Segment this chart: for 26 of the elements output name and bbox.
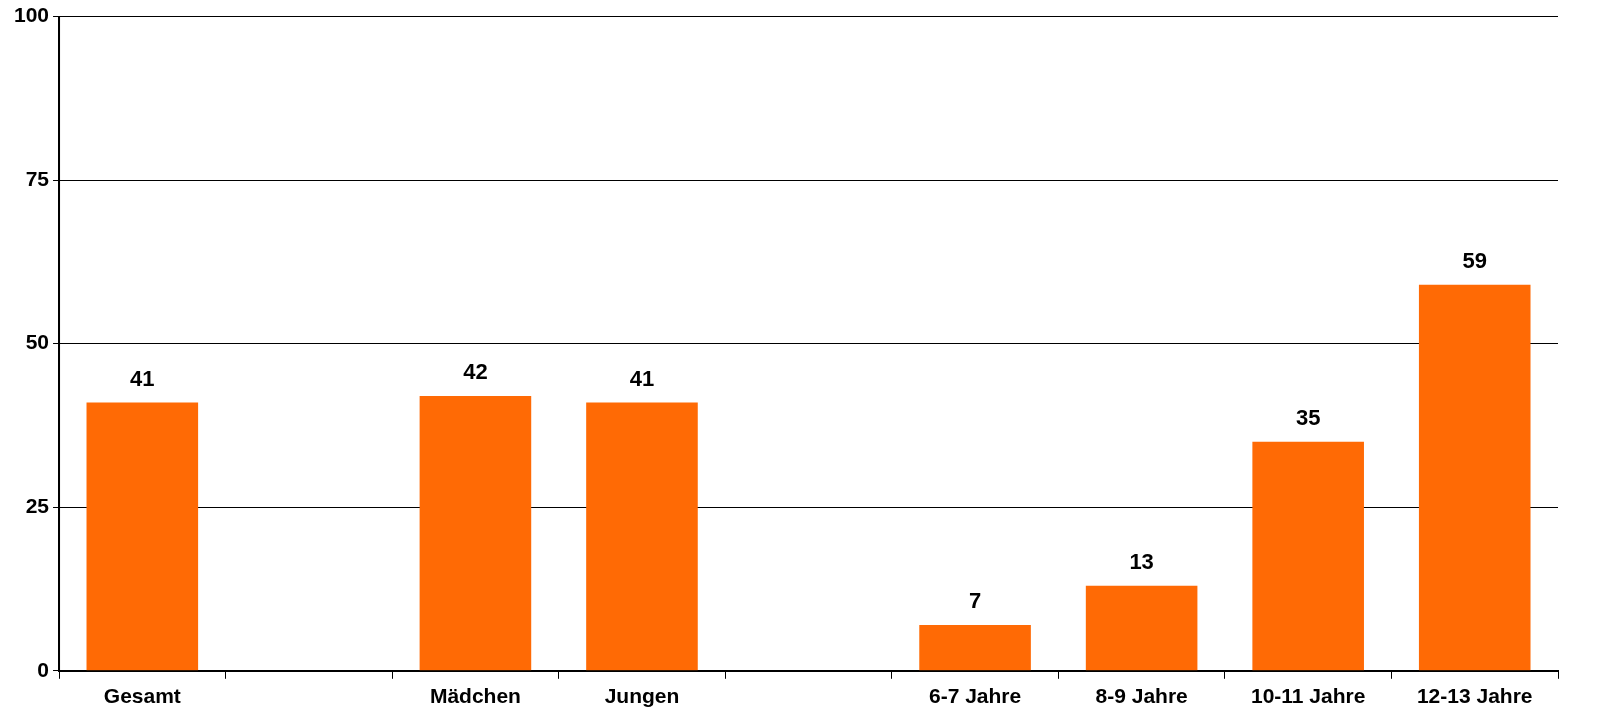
y-tick-label: 100 [13, 3, 50, 27]
x-tick-label: Gesamt [103, 684, 181, 708]
x-tick-label: Mädchen [429, 684, 521, 708]
bar [1252, 441, 1364, 671]
data-label: 42 [463, 359, 488, 385]
bar [86, 402, 199, 671]
y-tick-label: 0 [37, 657, 50, 681]
data-label: 41 [629, 365, 655, 391]
x-tick-label: 10-11 Jahre [1250, 684, 1366, 708]
bar [1085, 585, 1198, 671]
bar [1418, 284, 1531, 671]
data-label: 35 [1295, 404, 1321, 430]
data-label: 59 [1462, 247, 1487, 273]
y-tick-label: 25 [25, 494, 50, 518]
bar [586, 402, 698, 671]
y-tick-label: 50 [25, 330, 50, 354]
data-label: 7 [968, 588, 982, 614]
data-label: 41 [130, 365, 155, 391]
x-tick-label: 6-7 Jahre [928, 684, 1022, 708]
x-tick-label: 12-13 Jahre [1416, 684, 1533, 708]
x-tick-label: Jungen [604, 684, 680, 708]
x-tick-label: 8-9 Jahre [1095, 684, 1188, 708]
bar [419, 396, 532, 671]
bar [919, 625, 1031, 671]
data-label: 13 [1129, 548, 1154, 574]
y-tick-label: 75 [25, 166, 50, 190]
